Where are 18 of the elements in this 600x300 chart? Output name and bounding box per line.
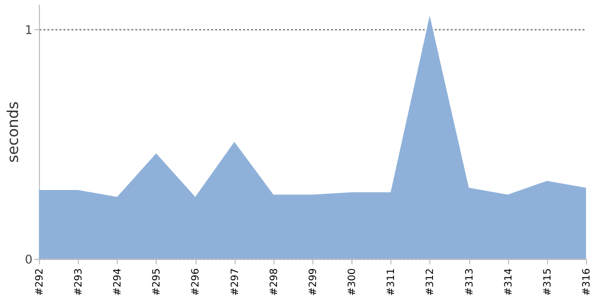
x-tick-label: #312	[425, 268, 436, 296]
x-tick-label: #299	[308, 268, 319, 296]
x-tick-label: #311	[386, 268, 398, 296]
x-tick-label: #315	[542, 268, 554, 296]
y-tick-label: 0	[24, 252, 32, 266]
x-tick-label: #293	[74, 268, 85, 296]
x-tick-label: #295	[152, 268, 163, 296]
x-tick-label: #300	[347, 268, 358, 296]
x-tick-label: #316	[582, 268, 593, 296]
x-tick-label: #297	[230, 268, 241, 296]
x-tick-label: #313	[464, 268, 476, 296]
x-tick-label: #314	[503, 268, 514, 296]
y-tick-label: 1	[24, 22, 32, 37]
y-axis-title: seconds	[4, 101, 22, 163]
x-tick-label: #296	[190, 268, 202, 296]
x-tick-label: #292	[34, 268, 46, 296]
x-tick-label: #294	[112, 268, 124, 296]
x-tick-label: #298	[268, 268, 280, 296]
